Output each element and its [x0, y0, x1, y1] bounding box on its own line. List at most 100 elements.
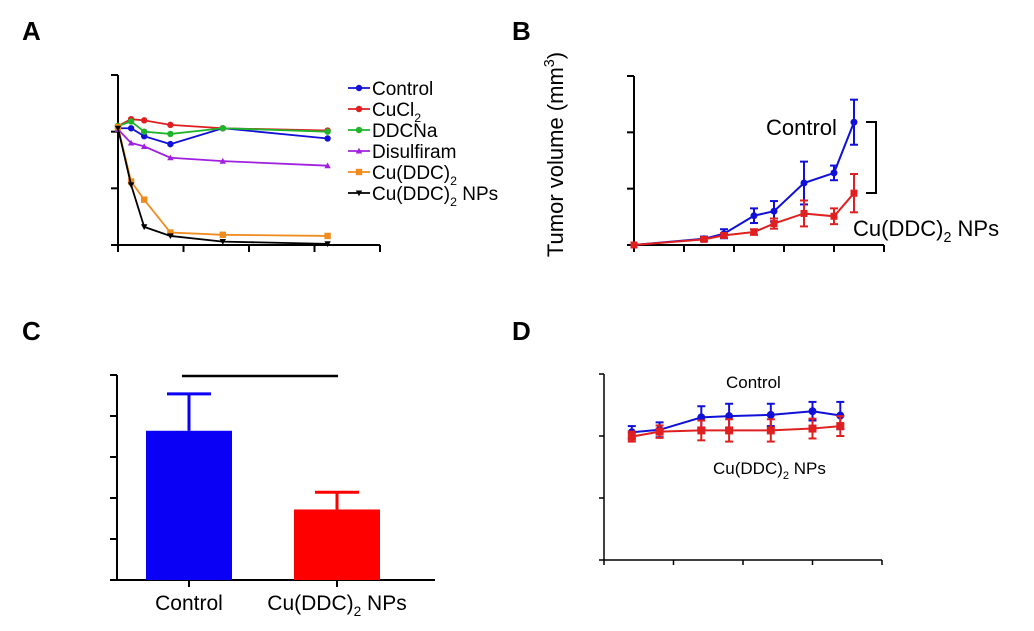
series-label-nps-part: NPs [789, 459, 826, 478]
data-point [167, 229, 174, 236]
category-label-part: Control [155, 592, 223, 615]
data-point [324, 128, 331, 135]
data-point [167, 233, 174, 240]
data-point [766, 410, 775, 419]
data-point [720, 231, 728, 239]
chart-tumor-weight: Control Cu(DDC)2 NPs [110, 374, 435, 619]
data-point [750, 212, 758, 220]
chart-body-weight: Control Cu(DDC)2 NPs [599, 373, 883, 565]
chart-cell-viability: ControlCuCl2DDCNaDisulfiramCu(DDC)2Cu(DD… [111, 74, 498, 252]
data-point [697, 413, 706, 422]
legend-marker [355, 105, 363, 113]
data-point [127, 125, 135, 132]
data-point [141, 128, 148, 135]
legend-label-part: Control [372, 79, 433, 100]
data-point [770, 220, 778, 228]
data-point [630, 241, 638, 249]
series-label-control: Control [766, 115, 837, 140]
panel-label-a: A [22, 16, 41, 46]
legend-marker [355, 168, 363, 176]
data-point [808, 407, 817, 416]
data-point [697, 426, 706, 435]
legend-label: Control [372, 79, 433, 100]
series-label-nps-part: 2 [943, 230, 951, 246]
data-point [219, 239, 226, 245]
data-point [167, 140, 174, 148]
data-point [141, 224, 148, 231]
data-point [770, 207, 778, 215]
data-point [725, 426, 734, 435]
bar-0 [146, 430, 232, 580]
legend-label-part: Cu(DDC) [372, 184, 450, 205]
legend-marker [355, 190, 363, 197]
series-label-nps: Cu(DDC)2 NPs [713, 459, 826, 482]
series-label-nps-part: 2 [783, 470, 789, 482]
legend-label-part: DDCNa [372, 121, 438, 142]
data-point [141, 133, 148, 140]
data-point [766, 426, 775, 435]
data-point [167, 121, 174, 129]
legend-label-part: CuCl [372, 100, 414, 121]
data-point [167, 130, 174, 138]
series-line-4 [117, 126, 328, 237]
data-point [800, 179, 808, 187]
legend-label-part: 2 [450, 195, 457, 209]
data-point [127, 139, 135, 146]
legend-marker [355, 147, 363, 154]
category-label-part: NPs [361, 592, 407, 615]
series-label-nps: Cu(DDC)2 NPs [853, 216, 999, 246]
series-label-nps-part: NPs [951, 216, 999, 241]
data-point [850, 189, 858, 197]
legend-label-part: Cu(DDC) [372, 163, 450, 184]
panel-label-c: C [22, 316, 41, 346]
data-point [800, 209, 808, 217]
data-point [655, 427, 664, 436]
data-point [836, 422, 845, 431]
data-point [808, 424, 817, 433]
data-point [324, 232, 331, 240]
data-point [141, 117, 148, 124]
legend-marker [355, 126, 363, 134]
data-point [141, 196, 148, 203]
data-point [750, 228, 758, 236]
data-point [324, 162, 331, 169]
panel-label-b: B [512, 16, 531, 46]
data-point [219, 157, 226, 164]
data-point [830, 169, 838, 177]
data-point [324, 135, 331, 142]
series-label-nps-part: Cu(DDC) [713, 459, 783, 478]
data-point [127, 118, 135, 125]
data-point [141, 143, 148, 149]
data-point [725, 412, 734, 421]
legend-label: CuCl2 [372, 100, 421, 125]
legend-marker [355, 84, 363, 92]
data-point [219, 231, 226, 238]
chart-tumor-volume: Tumor volume (mm3) Control Cu(DDC)2 NPs [542, 52, 999, 257]
series-line-3 [117, 128, 328, 167]
series-label-control-part: Control [766, 115, 837, 140]
series-line-5 [117, 128, 328, 245]
significance-bracket [866, 121, 877, 194]
legend-label-part: 2 [414, 111, 421, 125]
data-point [219, 125, 226, 132]
category-label-part: 2 [354, 604, 362, 619]
legend-label-part: Disulfiram [372, 142, 456, 163]
y-axis-title-part: ) [543, 52, 568, 59]
series-line-1 [633, 192, 855, 246]
data-point [700, 235, 708, 243]
category-label: Cu(DDC)2 NPs [267, 592, 406, 619]
data-point [167, 154, 174, 161]
data-point [830, 212, 838, 220]
bar-1 [294, 509, 380, 580]
y-axis-title-part: 3 [542, 59, 558, 67]
data-point [627, 432, 636, 441]
y-axis-title-part: Tumor volume (mm [543, 67, 568, 257]
category-label: Control [155, 592, 223, 615]
legend-label: DDCNa [372, 121, 438, 142]
legend-label: Disulfiram [372, 142, 456, 163]
legend-label-part: 2 [450, 174, 457, 188]
legend-label: Cu(DDC)2 NPs [372, 184, 498, 209]
legend-label: Cu(DDC)2 [372, 163, 457, 188]
data-point [324, 241, 331, 248]
